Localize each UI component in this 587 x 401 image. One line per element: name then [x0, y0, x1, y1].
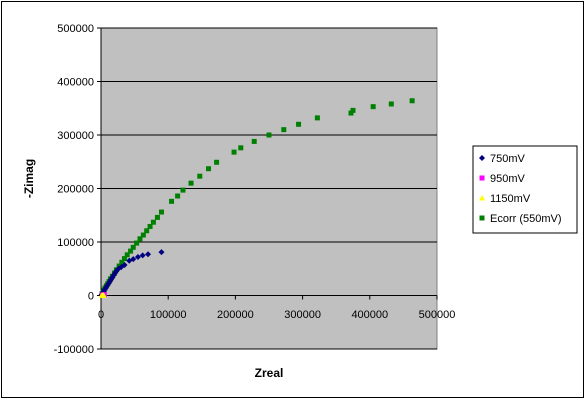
legend-label: Ecorr (550mV) [490, 213, 562, 225]
data-point [137, 236, 143, 242]
y-tick-label: 500000 [57, 23, 94, 35]
data-point [119, 259, 125, 265]
legend-item: 1150mV [479, 193, 531, 205]
legend-label: 950mV [490, 173, 526, 185]
y-axis-ticks: -100000 0 100000 200000 300000 400000 500000 [54, 23, 101, 356]
x-tick-label: 100000 [150, 309, 187, 321]
data-point [130, 256, 137, 263]
data-point [139, 252, 146, 259]
legend-item: 950mV [479, 173, 526, 185]
data-point [266, 132, 272, 138]
y-axis-title: -Zimag [22, 159, 36, 198]
legend-box [472, 145, 578, 234]
y-tick-label: 300000 [57, 130, 94, 142]
legend-marker [479, 195, 485, 201]
x-tick-label: 0 [98, 309, 104, 321]
data-point [134, 240, 140, 246]
data-point [122, 256, 128, 262]
x-axis-title: Zreal [255, 366, 284, 380]
series-1150mv [98, 292, 107, 298]
data-point [124, 252, 130, 258]
x-tick-label: 500000 [419, 309, 456, 321]
data-point [197, 173, 203, 179]
y-tick-label: 400000 [57, 77, 94, 89]
data-point [314, 115, 320, 121]
data-point [388, 101, 394, 107]
data-point [281, 127, 287, 133]
x-tick-label: 300000 [284, 309, 321, 321]
data-point [140, 232, 146, 238]
data-point [147, 223, 153, 229]
data-point [130, 244, 136, 250]
data-point [169, 198, 175, 204]
legend-marker [479, 175, 485, 181]
data-point [409, 98, 415, 104]
data-point [116, 263, 122, 269]
data-point [175, 193, 181, 199]
data-point [296, 121, 302, 127]
data-point [251, 138, 257, 144]
data-point [145, 251, 152, 258]
x-tick-label: 400000 [351, 309, 388, 321]
data-point [121, 262, 128, 269]
data-point [370, 104, 376, 110]
y-tick-label: 200000 [57, 184, 94, 196]
data-point [150, 219, 156, 225]
data-point [128, 248, 134, 254]
data-point [231, 149, 237, 155]
legend-item: Ecorr (550mV) [479, 213, 562, 225]
data-point [350, 107, 356, 113]
legend-label: 1150mV [490, 193, 531, 205]
data-point [134, 253, 141, 260]
legend-label: 750mV [490, 153, 526, 165]
legend: 750mV 950mV 1150mV Ecorr (550mV) [472, 145, 578, 234]
y-tick-label: -100000 [54, 344, 94, 356]
legend-marker [479, 215, 485, 221]
data-point [154, 214, 160, 220]
y-tick-label: 100000 [57, 237, 94, 249]
data-point [100, 292, 107, 298]
gridlines [101, 27, 437, 350]
data-point [238, 145, 244, 151]
legend-item: 750mV [479, 153, 526, 165]
data-point [144, 228, 150, 234]
data-points [98, 98, 415, 298]
data-point [214, 159, 220, 165]
data-point [158, 249, 165, 256]
data-point [158, 209, 164, 215]
series-750mv [98, 249, 165, 298]
data-point [180, 187, 186, 193]
x-axis-ticks: 0 100000 200000 300000 400000 500000 [98, 295, 456, 321]
data-point [206, 166, 212, 172]
legend-marker [479, 155, 485, 161]
x-tick-label: 200000 [217, 309, 254, 321]
data-point [348, 110, 354, 116]
data-point [188, 180, 194, 186]
y-tick-label: 0 [88, 291, 94, 303]
